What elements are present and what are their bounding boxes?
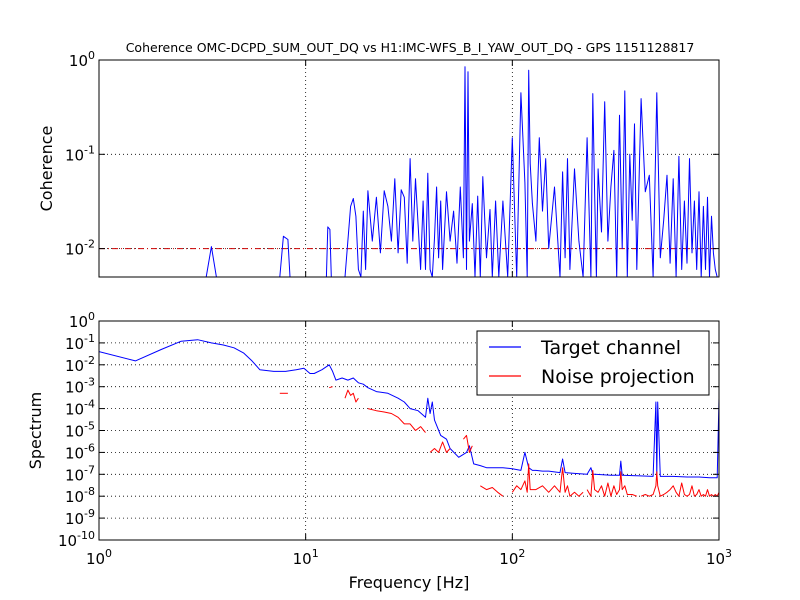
noise-projection-line [480, 485, 504, 497]
spectrum-series [99, 339, 719, 497]
noise-projection-line [511, 463, 584, 497]
legend-label-target: Target channel [540, 337, 681, 359]
y-tick-label: 10-6 [65, 441, 95, 462]
spectrum-ylabel: Spectrum [26, 392, 45, 470]
legend-box [476, 330, 710, 396]
y-tick-label: 10-7 [65, 463, 95, 484]
y-tick-label: 10-2 [65, 238, 95, 259]
noise-projection-line [429, 441, 451, 453]
noise-projection-line [367, 408, 426, 433]
y-tick-label: 100 [69, 49, 95, 70]
y-tick-label: 10-1 [65, 332, 95, 353]
coherence-line [205, 66, 718, 277]
x-tick-label: 102 [499, 547, 525, 568]
noise-projection-line [329, 386, 333, 389]
noise-projection-line [344, 389, 359, 403]
y-tick-label: 10-4 [65, 398, 95, 419]
y-tick-label: 10-10 [58, 529, 95, 550]
x-axis-label: Frequency [Hz] [349, 573, 470, 592]
figure-title: Coherence OMC-DCPD_SUM_OUT_DQ vs H1:IMC-… [126, 40, 695, 55]
x-tick-label: 100 [86, 547, 112, 568]
spectrum-ticks: 100 101 102 10310010-110-210-310-410-510-61… [58, 310, 732, 568]
y-tick-label: 10-1 [65, 143, 95, 164]
spectrum-panel: 100 101 102 10310010-110-210-310-410-510-61… [26, 310, 732, 568]
legend-label-noise: Noise projection [541, 366, 695, 388]
y-tick-label: 10-8 [65, 485, 95, 506]
y-tick-label: 10-9 [65, 507, 95, 528]
coherence-ylabel: Coherence [37, 126, 56, 212]
legend: Target channel Noise projection [476, 330, 710, 396]
coherence-axes-frame [98, 59, 720, 278]
noise-projection-line [586, 469, 637, 497]
x-tick-label: 101 [293, 547, 319, 568]
noise-projection-line [640, 471, 719, 497]
y-tick-label: 100 [69, 310, 95, 331]
coherence-series [205, 66, 718, 277]
coherence-panel: 100 10-1 10-2 Coherence [37, 49, 720, 278]
coherence-ticks: 100 10-1 10-2 [65, 49, 720, 277]
y-tick-label: 10-2 [65, 354, 95, 375]
x-tick-label: 103 [706, 547, 732, 568]
y-tick-label: 10-3 [65, 376, 95, 397]
noise-projection-line [463, 434, 473, 453]
y-tick-label: 10-5 [65, 420, 95, 441]
